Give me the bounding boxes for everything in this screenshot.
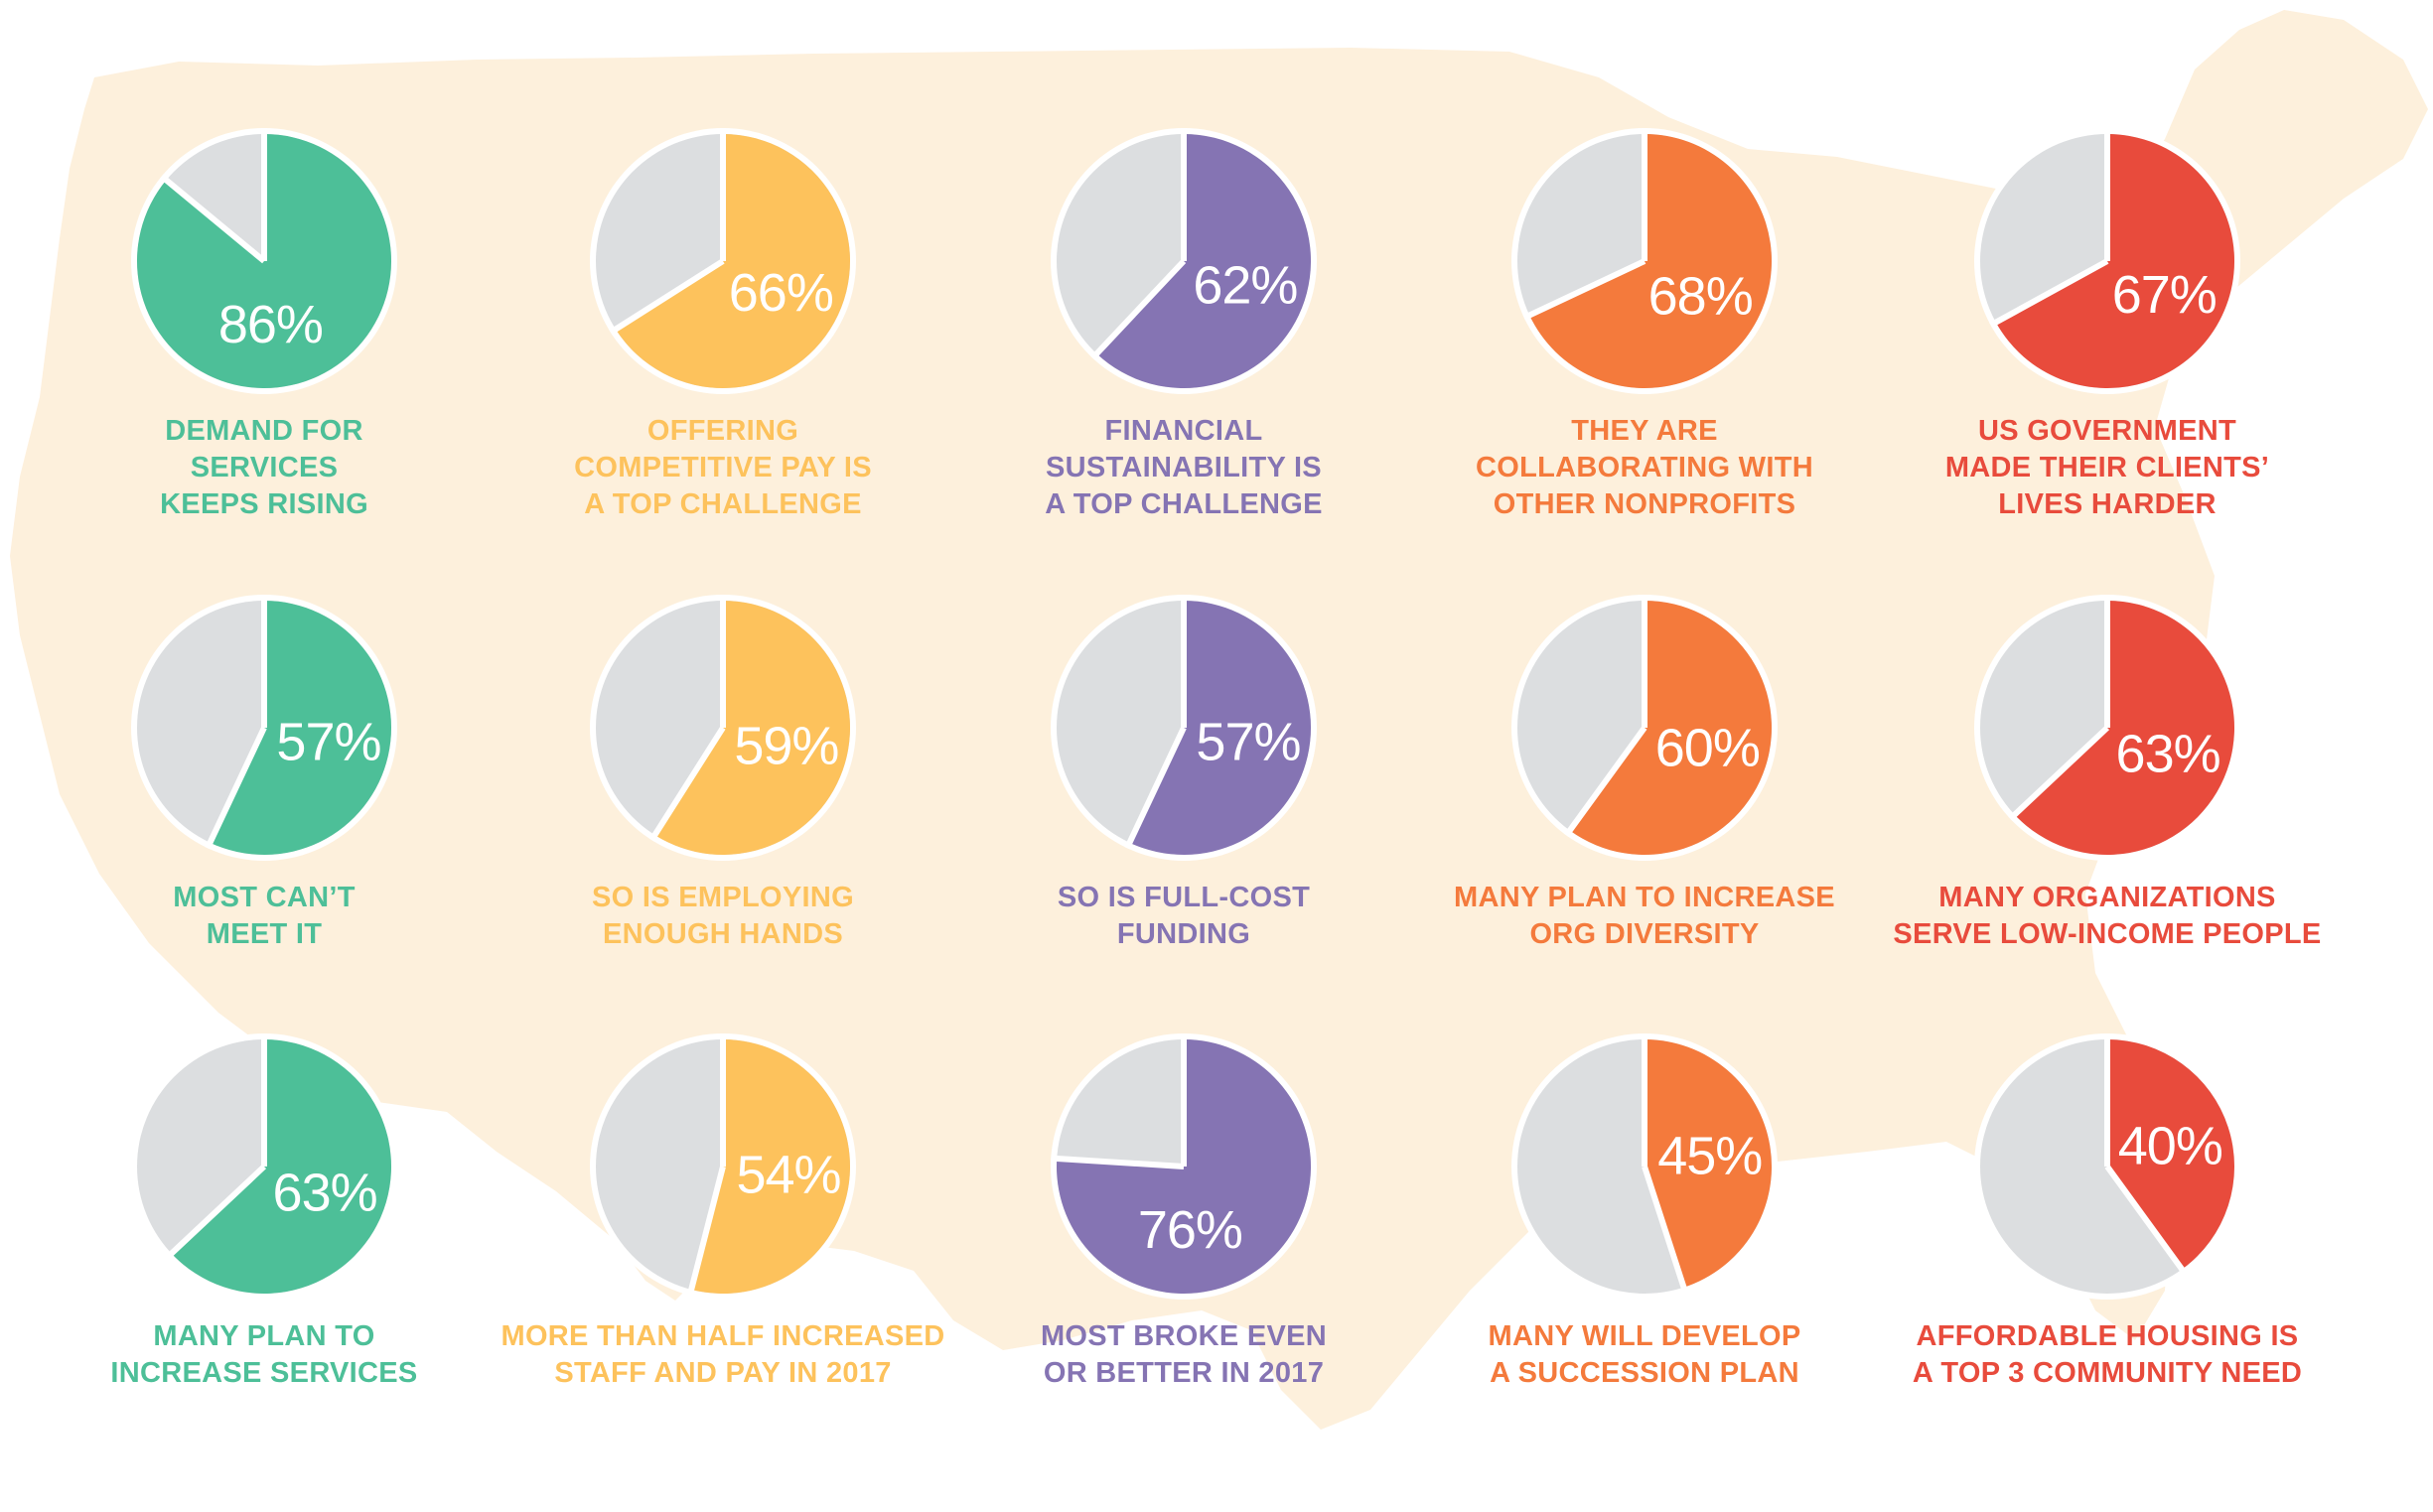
pie-chart-3: 62% FINANCIAL SUSTAINABILITY IS A TOP CHALL…	[1045, 128, 1323, 520]
caption-line: US GOVERNMENT	[1978, 415, 2236, 447]
pie-chart-7: 59% SO IS EMPLOYING ENOUGH HANDS	[590, 595, 856, 950]
caption-line: SERVICES	[191, 452, 339, 483]
percentage-label: 66%	[729, 263, 833, 323]
pie-chart-15: 40% AFFORDABLE HOUSING IS A TOP 3 COMMUNIT…	[1913, 1033, 2302, 1389]
caption-line: A SUCCESSION PLAN	[1490, 1357, 1799, 1389]
percentage-label: 59%	[734, 717, 838, 776]
percentage-label: 57%	[276, 713, 380, 772]
pie-chart-14: 45% MANY WILL DEVELOP A SUCCESSION PLAN	[1489, 1033, 1801, 1389]
percentage-label: 54%	[736, 1145, 840, 1204]
pie-divider-line	[1522, 258, 1646, 321]
pie-slice-value	[2107, 1039, 2235, 1270]
pie-slice-value	[654, 601, 851, 855]
caption-line: OR BETTER IN 2017	[1044, 1357, 1324, 1389]
caption-line: A TOP CHALLENGE	[584, 488, 862, 520]
caption-line: DEMAND FOR	[165, 415, 363, 447]
percentage-label: 86%	[218, 295, 323, 354]
pie-divider-line	[1563, 726, 1647, 838]
percentage-label: 63%	[2116, 724, 2220, 783]
pie-slice-value	[1645, 1039, 1772, 1288]
caption-line: MANY ORGANIZATIONS	[1938, 882, 2275, 913]
caption-line: SO IS FULL-COST	[1058, 882, 1310, 913]
caption-line: STAFF AND PAY IN 2017	[554, 1357, 891, 1389]
caption-line: MORE THAN HALF INCREASED	[501, 1320, 944, 1352]
percentage-label: 57%	[1196, 713, 1300, 772]
percentage-label: 76%	[1138, 1200, 1242, 1260]
caption-line: MOST CAN’T	[173, 882, 355, 913]
pie-slice-value	[691, 1039, 850, 1294]
pie-divider-line	[1124, 726, 1187, 850]
pie-chart-2: 66% OFFERING COMPETITIVE PAY IS A TOP CHALL…	[574, 128, 872, 520]
pie-divider-line	[165, 1164, 267, 1260]
caption-line: MEET IT	[207, 918, 323, 950]
caption-line: INCREASE SERVICES	[110, 1357, 417, 1389]
pie-divider-line	[1090, 258, 1187, 360]
pie-chart-8: 57% SO IS FULL-COST FUNDING	[1051, 595, 1317, 950]
pie-divider-line	[648, 726, 726, 842]
caption-line: FINANCIAL	[1105, 415, 1263, 447]
caption-line: COLLABORATING WITH	[1476, 452, 1813, 483]
pie-divider-line	[2104, 1165, 2189, 1277]
pie-slice-value	[171, 1039, 391, 1294]
caption-line: MANY PLAN TO	[153, 1320, 374, 1352]
caption-line: A TOP CHALLENGE	[1045, 488, 1323, 520]
pie-divider-line	[1642, 1166, 1689, 1295]
pie-divider-line	[159, 174, 266, 264]
caption-line: COMPETITIVE PAY IS	[574, 452, 872, 483]
percentage-label: 68%	[1648, 267, 1753, 327]
percentage-label: 63%	[273, 1163, 377, 1222]
pie-chart-5: 67% US GOVERNMENT MADE THEIR CLIENTS’ LIVES…	[1945, 128, 2269, 520]
pie-chart-6: 57% MOST CAN’T MEET IT	[131, 595, 397, 950]
pie-divider-line	[686, 1166, 726, 1297]
pie-chart-12: 54% MORE THAN HALF INCREASED STAFF AND PAY…	[501, 1033, 944, 1389]
pie-chart-9: 60% MANY PLAN TO INCREASE ORG DIVERSITY	[1454, 595, 1835, 950]
caption-line: KEEPS RISING	[160, 488, 368, 520]
caption-line: MADE THEIR CLIENTS’	[1945, 452, 2269, 483]
caption-line: MOST BROKE EVEN	[1041, 1320, 1327, 1352]
pie-chart-13: 76% MOST BROKE EVEN OR BETTER IN 2017	[1041, 1033, 1327, 1389]
caption-line: OTHER NONPROFITS	[1494, 488, 1795, 520]
caption-line: A TOP 3 COMMUNITY NEED	[1913, 1357, 2302, 1389]
pie-divider-line	[609, 258, 725, 336]
pie-divider-line	[2008, 725, 2110, 821]
pie-chart-4: 68% THEY ARE COLLABORATING WITH OTHER NONPR…	[1476, 128, 1813, 520]
pie-slice-value	[210, 601, 391, 855]
percentage-label: 67%	[2112, 265, 2217, 325]
percentage-label: 62%	[1193, 256, 1297, 316]
percentage-label: 45%	[1657, 1127, 1762, 1186]
pie-grid: 86% DEMAND FOR SERVICES KEEPS RISING 66% OFFE…	[110, 128, 2321, 1389]
pie-slice-value	[1096, 134, 1311, 388]
pie-divider-line	[205, 726, 267, 850]
caption-line: THEY ARE	[1571, 415, 1717, 447]
caption-line: AFFORDABLE HOUSING IS	[1917, 1320, 2299, 1352]
pie-slice-value	[615, 134, 850, 388]
pie-chart-11: 63% MANY PLAN TO INCREASE SERVICES	[110, 1033, 417, 1389]
caption-line: SUSTAINABILITY IS	[1046, 452, 1322, 483]
caption-line: MANY PLAN TO INCREASE	[1454, 882, 1835, 913]
pie-slice-value	[1995, 134, 2235, 388]
caption-line: LIVES HARDER	[1998, 488, 2217, 520]
pie-divider-line	[1989, 258, 2109, 329]
pie-chart-1: 86% DEMAND FOR SERVICES KEEPS RISING	[131, 128, 397, 520]
pie-slice-value	[1129, 601, 1311, 855]
caption-line: SERVE LOW-INCOME PEOPLE	[1893, 918, 2321, 950]
pie-slice-value	[2014, 601, 2234, 855]
caption-line: ORG DIVERSITY	[1529, 918, 1759, 950]
pie-divider-line	[1051, 1155, 1185, 1169]
caption-line: ENOUGH HANDS	[603, 918, 843, 950]
caption-line: OFFERING	[647, 415, 798, 447]
caption-line: MANY WILL DEVELOP	[1489, 1320, 1801, 1352]
pie-slice-value	[1529, 134, 1772, 388]
pie-slice-value	[1569, 601, 1772, 855]
caption-line: SO IS EMPLOYING	[592, 882, 854, 913]
pie-chart-10: 63% MANY ORGANIZATIONS SERVE LOW-INCOME PE…	[1893, 595, 2321, 950]
percentage-label: 40%	[2118, 1116, 2222, 1175]
percentage-label: 60%	[1655, 719, 1760, 778]
caption-line: FUNDING	[1117, 918, 1250, 950]
